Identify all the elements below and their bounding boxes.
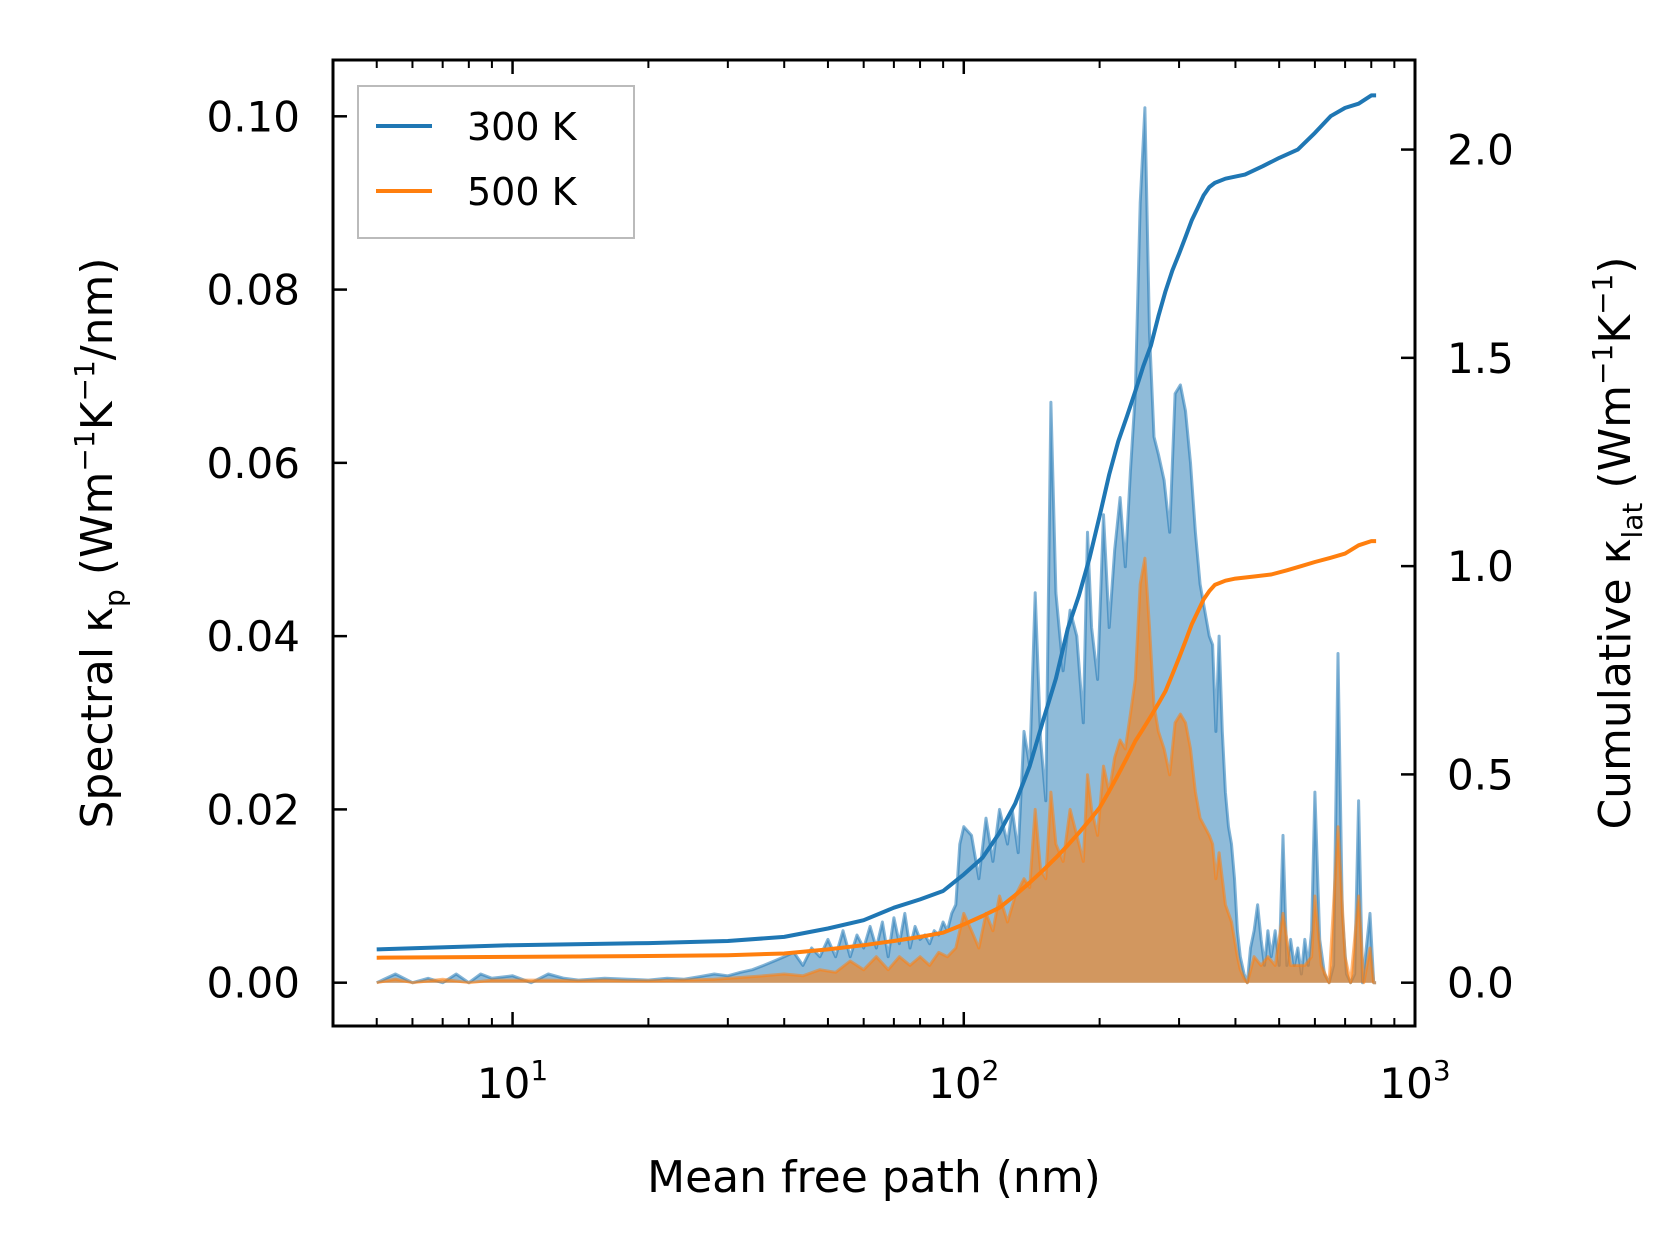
axis-ticks: 101 102 103 0.00 0.02 0.04 0.06 0.08 0.10 0.0 0.5 1…: [206, 60, 1514, 1108]
spectral-area-500k: [376, 558, 1377, 983]
cumulative-line-500k: [376, 539, 1377, 960]
cumulative-line-300k: [376, 93, 1377, 952]
y-right-tick-label: 1.5: [1447, 334, 1514, 383]
spectral-line-500k: [376, 556, 1377, 985]
legend-label-300k: 300 K: [467, 105, 578, 149]
y-left-tick-label: 0.06: [206, 439, 300, 488]
x-axis-title: Mean free path (nm): [647, 1152, 1101, 1203]
y-left-tick-label: 0.02: [206, 785, 300, 834]
legend-label-500k: 500 K: [467, 170, 578, 214]
y-left-axis-title: Spectral κp (Wm−1K−1/nm): [68, 257, 131, 828]
y-left-tick-label: 0.08: [206, 266, 300, 315]
x-tick-label: 101: [477, 1054, 548, 1108]
y-right-tick-label: 2.0: [1447, 126, 1514, 175]
legend-box: [357, 85, 635, 239]
y-right-tick-label: 0.0: [1447, 959, 1514, 1008]
x-tick-label: 103: [1379, 1054, 1450, 1108]
axes-frame: [331, 58, 1417, 1028]
plot-area: [376, 93, 1377, 985]
y-left-tick-label: 0.10: [206, 92, 300, 141]
y-right-tick-label: 1.0: [1447, 542, 1514, 591]
x-tick-label: 102: [928, 1054, 999, 1108]
y-left-tick-label: 0.04: [206, 612, 300, 661]
y-right-tick-label: 0.5: [1447, 750, 1514, 799]
y-right-axis-title: Cumulative κlat (Wm−1K−1): [1586, 256, 1649, 829]
y-left-tick-label: 0.00: [206, 959, 300, 1008]
spectral-line-300k: [376, 106, 1377, 985]
legend: 300 K 500 K: [357, 85, 635, 239]
